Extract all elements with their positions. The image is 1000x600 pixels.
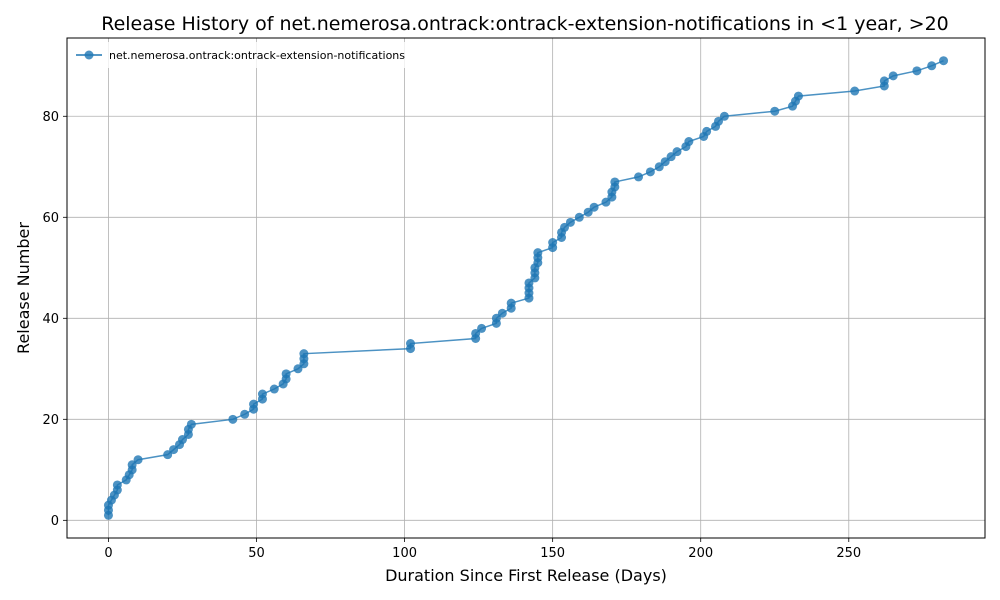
legend: net.nemerosa.ontrack:ontrack-extension-n… [71, 42, 431, 68]
data-point [634, 172, 644, 182]
data-point [654, 162, 664, 172]
data-point [133, 455, 143, 465]
plot-area-frame [66, 37, 986, 539]
axis-ticks: 0 50 100 150 200 250 0 20 40 60 80 [42, 110, 861, 561]
data-point [169, 445, 179, 455]
data-point [548, 238, 558, 248]
data-point [645, 167, 655, 177]
y-tick-label: 20 [42, 413, 59, 428]
data-point [589, 202, 599, 212]
data-point [719, 111, 729, 121]
data-point [793, 91, 803, 101]
data-point [281, 369, 291, 379]
legend-entry-label: net.nemerosa.ontrack:ontrack-extension-n… [109, 49, 405, 62]
data-point [713, 116, 723, 126]
legend-box [71, 42, 431, 68]
data-point [269, 384, 279, 394]
data-point [879, 76, 889, 86]
y-tick-label: 80 [42, 110, 59, 125]
x-tick-label: 0 [104, 546, 112, 561]
data-point [491, 313, 501, 323]
data-point [850, 86, 860, 96]
legend-marker-swatch [84, 50, 94, 60]
x-tick-label: 50 [248, 546, 265, 561]
data-point [583, 207, 593, 217]
x-tick-label: 250 [836, 546, 861, 561]
data-point [293, 364, 303, 374]
data-point [240, 409, 250, 419]
y-tick-label: 0 [51, 514, 59, 529]
data-point [112, 480, 122, 490]
data-point [770, 106, 780, 116]
data-point [684, 137, 694, 147]
x-tick-label: 150 [540, 546, 565, 561]
data-point [610, 177, 620, 187]
data-point [471, 328, 481, 338]
data-point [574, 212, 584, 222]
data-series [103, 56, 949, 520]
y-tick-label: 60 [42, 211, 59, 226]
data-point [299, 349, 309, 359]
data-point [228, 414, 238, 424]
data-point [477, 323, 487, 333]
chart-title: Release History of net.nemerosa.ontrack:… [101, 13, 949, 35]
y-tick-label: 40 [42, 312, 59, 327]
data-point [257, 389, 267, 399]
data-point [506, 298, 516, 308]
data-point [666, 152, 676, 162]
grid-lines [67, 38, 985, 538]
data-point [177, 435, 187, 445]
data-point [524, 278, 534, 288]
data-point [565, 217, 575, 227]
x-tick-label: 100 [392, 546, 417, 561]
x-axis-title: Duration Since First Release (Days) [385, 566, 667, 585]
data-point [127, 460, 137, 470]
data-point [672, 147, 682, 157]
x-tick-label: 200 [688, 546, 713, 561]
data-point [601, 197, 611, 207]
data-point [497, 308, 507, 318]
data-point [163, 450, 173, 460]
data-point [559, 222, 569, 232]
data-point [888, 71, 898, 81]
data-point [406, 339, 416, 349]
data-point [660, 157, 670, 167]
data-point [927, 61, 937, 71]
data-point [912, 66, 922, 76]
data-point [533, 248, 543, 258]
data-point [939, 56, 949, 66]
data-point [249, 399, 259, 409]
y-axis-title: Release Number [14, 222, 33, 354]
data-point [702, 126, 712, 136]
data-point [186, 419, 196, 429]
